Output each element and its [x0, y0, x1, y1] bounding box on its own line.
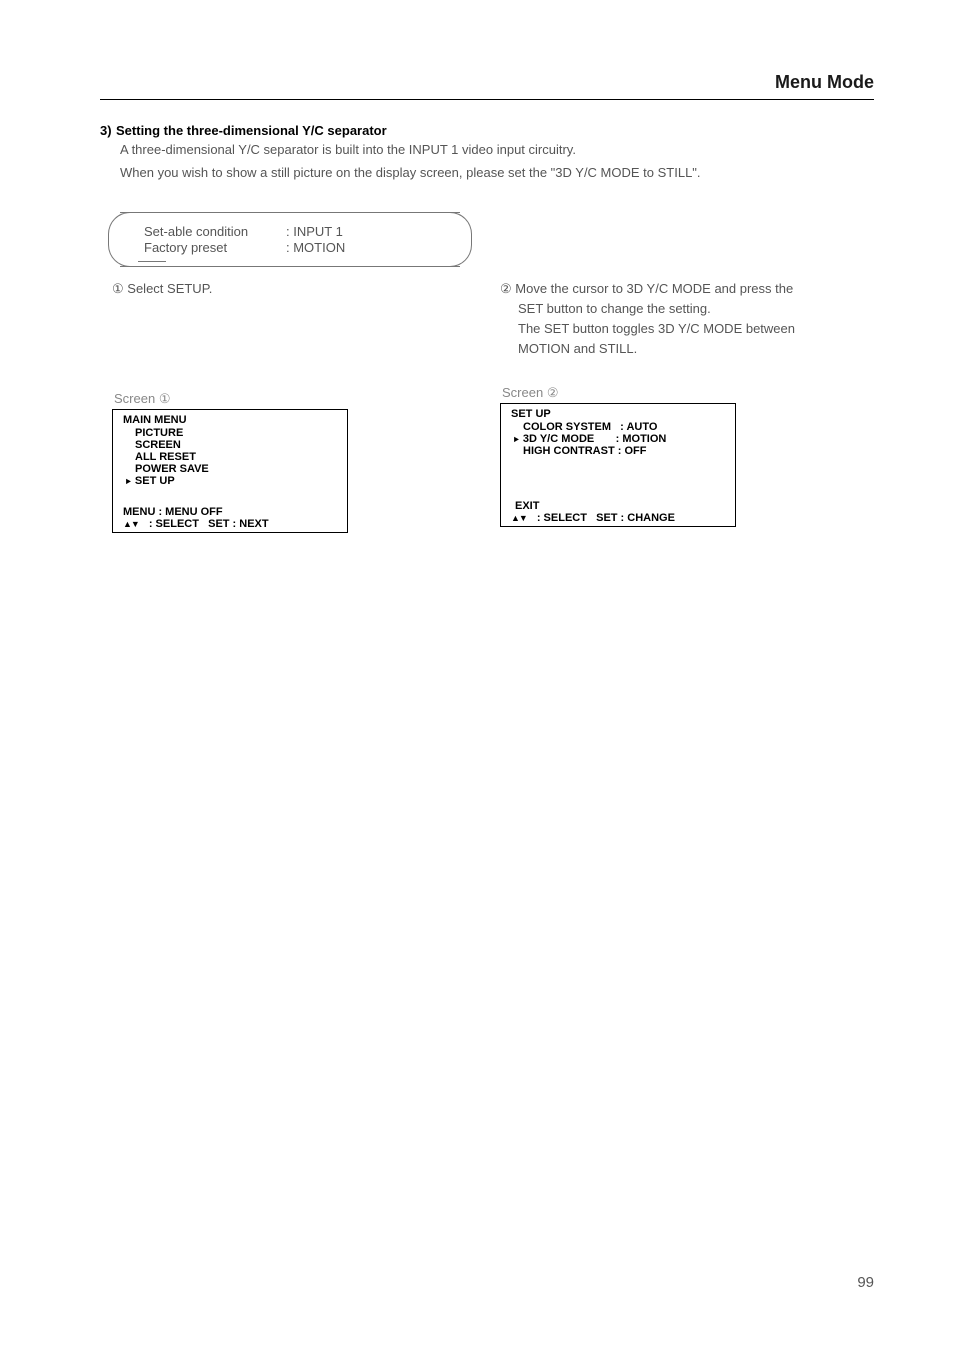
osd-line-selected: SET UP — [123, 475, 339, 487]
osd-line-selected: 3D Y/C MODE : MOTION — [511, 433, 727, 445]
osd-footer: MENU : MENU OFF : SELECT SET : NEXT — [113, 506, 347, 530]
step-text: SET button to change the setting. — [518, 299, 711, 319]
columns: ① Select SETUP. Screen ① MAIN MENU PICTU… — [100, 279, 874, 533]
conditions-box: Set-able condition : INPUT 1 Factory pre… — [120, 212, 460, 267]
box-corner-left — [108, 212, 132, 267]
osd-line-text: SET UP — [135, 475, 175, 487]
document-page: Menu Mode 3) Setting the three-dimension… — [0, 0, 954, 573]
osd-footer-line: : SELECT SET : CHANGE — [511, 512, 727, 524]
screen-caption-num-icon: ② — [547, 385, 559, 400]
step-text: Move the cursor to 3D Y/C MODE and press… — [515, 281, 793, 296]
osd-body: MAIN MENU PICTURE SCREEN ALL RESET POWER… — [113, 414, 347, 500]
screen-caption-num-icon: ① — [159, 391, 171, 406]
screen-caption: Screen ② — [502, 385, 874, 401]
step-text: Select SETUP. — [127, 281, 212, 296]
condition-value: : INPUT 1 — [286, 224, 343, 239]
osd-line: ALL RESET — [123, 451, 339, 463]
column-left: ① Select SETUP. Screen ① MAIN MENU PICTU… — [100, 279, 500, 533]
osd-screen-1: MAIN MENU PICTURE SCREEN ALL RESET POWER… — [112, 409, 348, 533]
step-2: ② Move the cursor to 3D Y/C MODE and pre… — [500, 279, 874, 360]
osd-footer-line: EXIT — [511, 500, 727, 512]
osd-footer-text: : SELECT SET : NEXT — [149, 518, 269, 530]
osd-screen-2: SET UP COLOR SYSTEM : AUTO 3D Y/C MODE :… — [500, 403, 736, 527]
step-number-icon: ① — [112, 281, 124, 296]
osd-line: POWER SAVE — [123, 463, 339, 475]
condition-label: Set-able condition — [144, 224, 274, 239]
screen-caption: Screen ① — [114, 391, 500, 407]
condition-row: Set-able condition : INPUT 1 — [144, 224, 460, 239]
osd-footer-line: : SELECT SET : NEXT — [123, 518, 339, 530]
osd-line-text: 3D Y/C MODE : MOTION — [523, 433, 666, 445]
page-number: 99 — [857, 1274, 874, 1291]
body-line-2: When you wish to show a still picture on… — [120, 163, 874, 184]
step-text: The SET button toggles 3D Y/C MODE betwe… — [518, 319, 795, 339]
screen-caption-prefix: Screen — [114, 391, 159, 406]
conditions-inner: Set-able condition : INPUT 1 Factory pre… — [138, 224, 460, 255]
condition-value: : MOTION — [286, 240, 345, 255]
condition-label: Factory preset — [144, 240, 274, 255]
osd-line: COLOR SYSTEM : AUTO — [511, 421, 727, 433]
condition-row: Factory preset : MOTION — [144, 240, 460, 255]
item-heading-row: 3) Setting the three-dimensional Y/C sep… — [100, 122, 874, 140]
item-number: 3) — [100, 123, 112, 138]
step-text: MOTION and STILL. — [518, 339, 637, 359]
column-right: ② Move the cursor to 3D Y/C MODE and pre… — [500, 279, 874, 533]
item-heading: Setting the three-dimensional Y/C separa… — [116, 123, 387, 138]
osd-line: PICTURE — [123, 427, 339, 439]
osd-title: SET UP — [511, 408, 727, 420]
osd-body: SET UP COLOR SYSTEM : AUTO 3D Y/C MODE :… — [501, 408, 735, 494]
step-number-icon: ② — [500, 281, 512, 296]
osd-line: SCREEN — [123, 439, 339, 451]
step-1: ① Select SETUP. — [112, 279, 500, 299]
body-line-1: A three-dimensional Y/C separator is bui… — [120, 140, 874, 161]
osd-footer-line: MENU : MENU OFF — [123, 506, 339, 518]
osd-footer: EXIT : SELECT SET : CHANGE — [501, 500, 735, 524]
screen-caption-prefix: Screen — [502, 385, 547, 400]
osd-footer-text: : SELECT SET : CHANGE — [537, 512, 675, 524]
osd-title: MAIN MENU — [123, 414, 339, 426]
osd-line: HIGH CONTRAST : OFF — [511, 445, 727, 457]
section-title: Menu Mode — [100, 72, 874, 100]
